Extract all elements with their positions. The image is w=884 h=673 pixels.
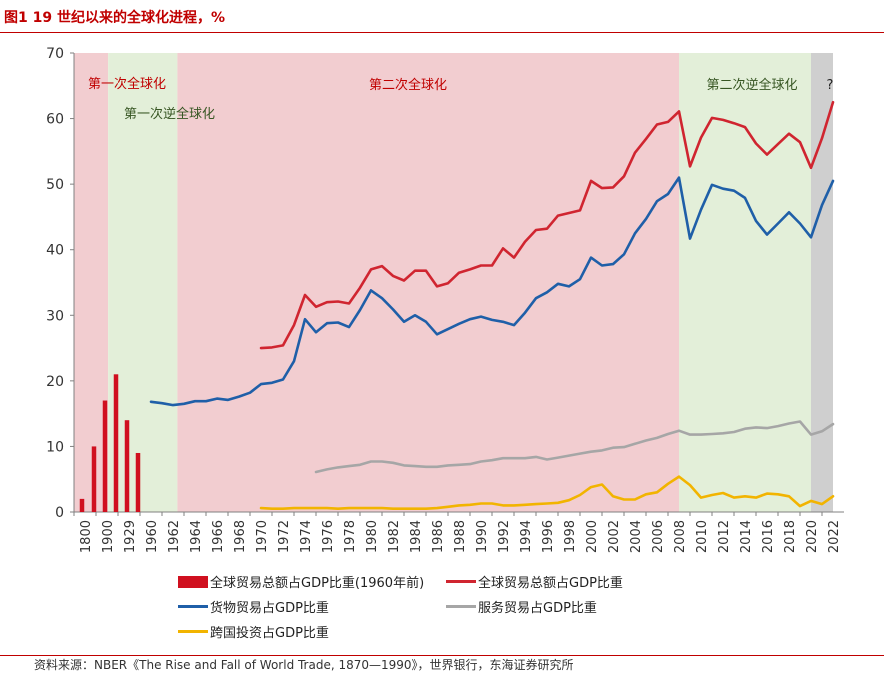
x-tick-label: 2012	[717, 520, 732, 553]
series-line-3	[259, 475, 835, 511]
series-lines	[149, 100, 835, 511]
legend-swatch	[446, 605, 476, 608]
x-tick-label: 2020	[805, 520, 820, 553]
legend-label: 跨国投资占GDP比重	[210, 626, 329, 641]
legend: 全球贸易总额占GDP比重(1960年前) 全球贸易总额占GDP比重货物贸易占GDP…	[178, 572, 738, 650]
bar-1850	[91, 446, 97, 512]
x-tick-label: 1982	[387, 520, 402, 553]
x-tick-label: 2016	[761, 520, 776, 553]
axes: 0 10 20 30 40 50 60 70 1800 1900 1929 1960 1962 1964 1…	[46, 46, 844, 553]
period-band	[108, 53, 178, 512]
bars	[79, 374, 141, 512]
x-tick-label: 1980	[365, 520, 380, 553]
x-tick-label: 1800	[79, 520, 94, 553]
period-band	[811, 53, 833, 512]
title-rule	[0, 32, 884, 33]
x-tick-label: 2008	[673, 520, 688, 553]
y-tick-label: 40	[46, 243, 64, 259]
series-line-1	[149, 176, 835, 407]
x-tick-label: 2010	[695, 520, 710, 553]
x-tick-label: 2002	[607, 520, 622, 553]
y-tick-label: 10	[46, 439, 64, 455]
y-tick-label: 60	[46, 112, 64, 128]
period-bands	[74, 53, 833, 512]
x-tick-label: 1996	[541, 520, 556, 553]
x-tick-label: 1929	[123, 520, 138, 553]
bar-1880	[102, 400, 108, 512]
source-note: 资料来源：NBER《The Rise and Fall of World Tra…	[34, 658, 574, 672]
series-line-0	[259, 100, 835, 350]
x-tick-label: 2018	[783, 520, 798, 553]
figure-title: 图1 19 世纪以来的全球化进程，%	[4, 10, 225, 26]
x-tick-label: 1966	[211, 520, 226, 553]
x-tick-label: 1988	[453, 520, 468, 553]
x-tick-label: 1962	[167, 520, 182, 553]
y-tick-label: 50	[46, 177, 64, 193]
period-label: 第一次逆全球化	[124, 106, 215, 122]
legend-item: 全球贸易总额占GDP比重(1960年前)	[178, 572, 424, 591]
legend-swatch	[178, 575, 208, 588]
x-tick-label: 1968	[233, 520, 248, 553]
bar-1900	[113, 374, 119, 512]
x-tick-label: 1994	[519, 520, 534, 553]
y-tick-label: 70	[46, 46, 64, 62]
x-tick-label: 2000	[585, 520, 600, 553]
legend-swatch	[178, 605, 208, 608]
legend-label: 全球贸易总额占GDP比重(1960年前)	[210, 576, 425, 591]
y-tick-label: 0	[55, 505, 64, 521]
x-tick-label: 2014	[739, 520, 754, 553]
bottom-rule	[0, 655, 884, 656]
x-tick-label: 1900	[101, 520, 116, 553]
x-tick-label: 1970	[255, 520, 270, 553]
period-label: 第二次逆全球化	[706, 77, 797, 93]
period-label: 第二次全球化	[369, 77, 447, 93]
x-tick-label: 1964	[189, 520, 204, 553]
x-tick-label: 1990	[475, 520, 490, 553]
x-tick-label: 1984	[409, 520, 424, 553]
x-tick-label: 1974	[299, 520, 314, 553]
period-band	[177, 53, 679, 512]
legend-item: 全球贸易总额占GDP比重	[446, 572, 623, 591]
x-tick-label: 1972	[277, 520, 292, 553]
legend-swatch	[446, 580, 476, 583]
bar-1913	[124, 420, 130, 512]
globalization-chart: 0 10 20 30 40 50 60 70 1800 1900 1929 1960 1962 1964 1…	[46, 46, 844, 553]
x-tick-label: 1998	[563, 520, 578, 553]
y-tick-label: 30	[46, 308, 64, 324]
y-tick-label: 20	[46, 374, 64, 390]
legend-item: 货物贸易占GDP比重	[178, 597, 329, 616]
period-band	[679, 53, 811, 512]
x-tick-label: 2022	[827, 520, 842, 553]
x-tick-label: 1960	[145, 520, 160, 553]
x-tick-label: 1976	[321, 520, 336, 553]
legend-swatch	[178, 630, 208, 633]
bar-1800	[79, 498, 85, 512]
period-band	[74, 53, 109, 512]
x-tick-label: 1978	[343, 520, 358, 553]
x-tick-label: 2006	[651, 520, 666, 553]
x-tick-label: 1992	[497, 520, 512, 553]
period-label: ?	[827, 78, 834, 93]
legend-label: 服务贸易占GDP比重	[478, 601, 597, 616]
legend-label: 货物贸易占GDP比重	[210, 601, 329, 616]
legend-item: 跨国投资占GDP比重	[178, 622, 329, 641]
x-tick-label: 2004	[629, 520, 644, 553]
series-line-2	[314, 420, 835, 474]
legend-label: 全球贸易总额占GDP比重	[478, 576, 623, 591]
legend-item: 服务贸易占GDP比重	[446, 597, 597, 616]
x-tick-label: 1986	[431, 520, 446, 553]
period-label: 第一次全球化	[88, 76, 166, 92]
bar-1929	[135, 452, 141, 512]
